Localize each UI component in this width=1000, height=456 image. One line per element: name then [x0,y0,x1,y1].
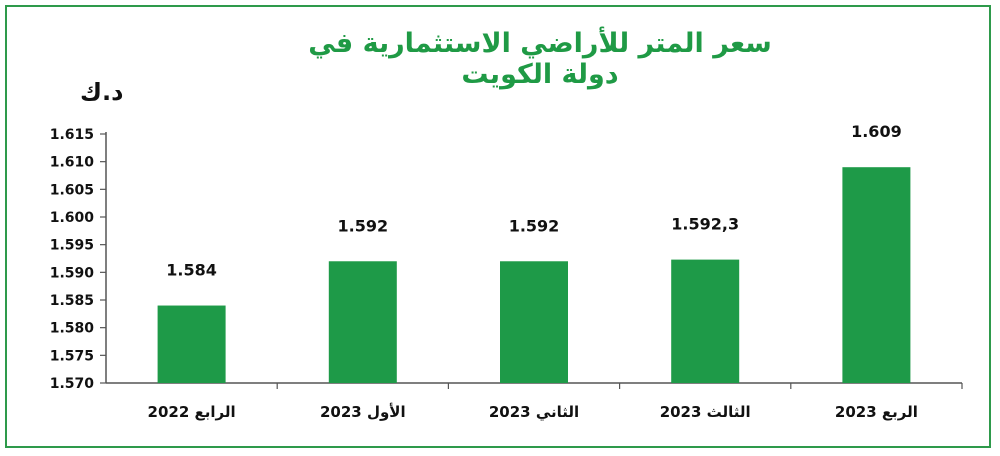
bar [671,259,740,383]
bar [842,167,911,383]
y-tick-label: 1.575 [50,348,94,364]
category-label: الرابع 2022 [148,403,236,421]
data-label: 1.584 [166,261,217,280]
data-label: 1.592,3 [671,215,739,234]
y-tick-label: 1.600 [50,210,95,226]
category-label: الثاني 2023 [489,403,579,421]
y-tick-label: 1.615 [50,127,94,143]
chart-title: سعر المتر للأراضي الاستثمارية في دولة ال… [308,28,772,90]
y-tick-label: 1.610 [50,155,95,171]
category-label: الأول 2023 [320,403,406,421]
y-tick-label: 1.585 [50,293,94,309]
data-label: 1.609 [851,122,902,141]
category-label: الربع 2023 [835,403,918,421]
y-tick-label: 1.580 [50,321,95,337]
bar [500,261,568,383]
data-label: 1.592 [509,216,560,235]
data-label: 1.592 [337,216,388,235]
bar [157,305,226,383]
y-tick-label: 1.595 [50,238,94,254]
y-tick-label: 1.570 [50,376,95,392]
y-tick-label: 1.590 [50,265,95,281]
category-label: الثالث 2023 [660,403,751,421]
bar [328,261,397,383]
y-tick-label: 1.605 [50,182,94,198]
y-axis-unit: د.ك [80,78,124,106]
